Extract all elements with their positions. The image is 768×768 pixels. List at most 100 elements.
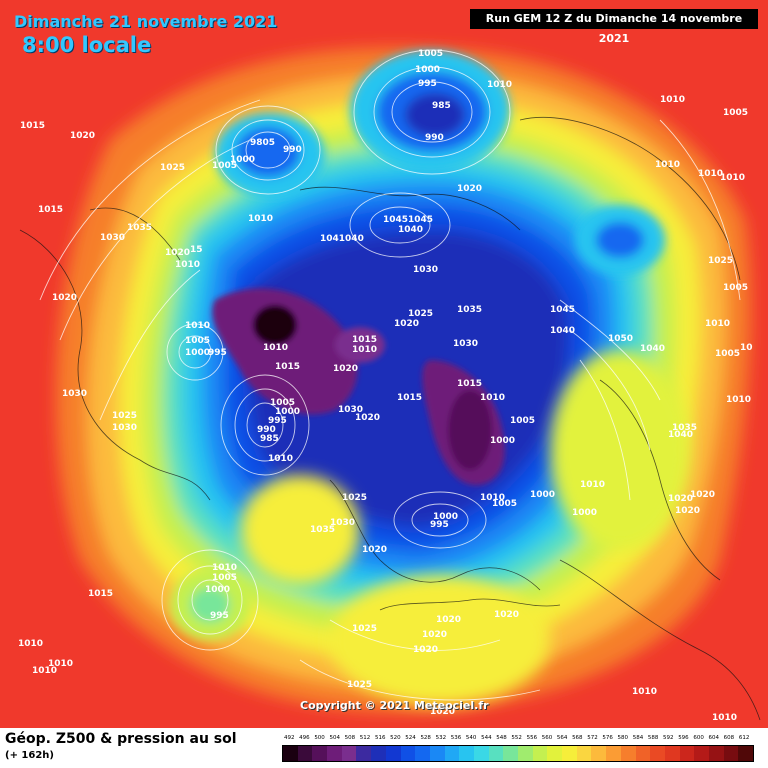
pressure-label: 1020 — [457, 184, 482, 194]
scale-swatch — [532, 746, 548, 761]
pressure-label: 1025 — [347, 680, 372, 690]
pressure-label: 1000 — [433, 512, 458, 522]
pressure-label: 1030 — [112, 423, 137, 433]
scale-tick-label: 612 — [738, 735, 750, 741]
pressure-label: 1000 — [415, 65, 440, 75]
scale-swatch — [283, 746, 298, 761]
pressure-label: 995 — [430, 520, 449, 530]
pressure-label: 1040 — [668, 430, 693, 440]
scale-swatch — [679, 746, 695, 761]
pressure-label: 1000 — [572, 508, 597, 518]
scale-swatch — [444, 746, 460, 761]
scale-tick-label: 544 — [481, 735, 492, 741]
pressure-label: 1005 — [510, 416, 535, 426]
scale-tick-label: 572 — [587, 735, 598, 741]
chart-title: Géop. Z500 & pression au sol — [5, 731, 237, 747]
scale-swatch — [312, 746, 328, 761]
pressure-label: 995 — [210, 611, 229, 621]
pressure-label: 1005 — [723, 108, 748, 118]
pressure-label: 1025 — [708, 256, 733, 266]
pressure-label: 1010 — [18, 639, 43, 649]
pressure-label: 1010 — [48, 659, 73, 669]
scale-tick-label: 600 — [693, 735, 704, 741]
scale-swatch — [400, 746, 416, 761]
scale-tick-label: 496 — [299, 735, 310, 741]
forecast-lead: (+ 162h) — [5, 750, 54, 761]
color-scale-ticks: 492 496 500 504 508 512 516 520 524 528 532 536 540 5… — [282, 735, 752, 745]
pressure-label: 1010 — [720, 173, 745, 183]
pressure-label: 1000 — [185, 348, 210, 358]
model-run-info: Run GEM 12 Z du Dimanche 14 novembre 202… — [470, 9, 758, 45]
scale-tick-label: 492 — [284, 735, 295, 741]
pressure-label: 985 — [432, 101, 451, 111]
scale-tick-label: 568 — [572, 735, 583, 741]
scale-swatch — [488, 746, 504, 761]
pressure-label: 1010 — [632, 687, 657, 697]
copyright-text: Copyright © 2021 Meteociel.fr — [300, 699, 489, 712]
pressure-label: 9805 — [250, 138, 275, 148]
pressure-label: 1020 — [355, 413, 380, 423]
pressure-label: 1020 — [52, 293, 77, 303]
pressure-label: 1015 — [38, 205, 63, 215]
scale-tick-label: 536 — [450, 735, 462, 741]
pressure-label: 1020 — [668, 494, 693, 504]
pressure-label: 1035 — [127, 223, 152, 233]
scale-swatch — [591, 746, 607, 761]
pressure-label: 1015 — [88, 589, 113, 599]
scale-tick-label: 580 — [617, 735, 629, 741]
pressure-label: 1010 — [175, 260, 200, 270]
pressure-label: 1000 — [205, 585, 230, 595]
pressure-label: 1010 — [268, 454, 293, 464]
pressure-label: 1010 — [487, 80, 512, 90]
scale-tick-label: 548 — [496, 735, 507, 741]
pressure-label: 1005 — [715, 349, 740, 359]
pressure-label: 1020 — [70, 131, 95, 141]
scale-swatch — [415, 746, 430, 761]
pressure-label: 1015 — [352, 335, 377, 345]
pressure-label: 1035 — [457, 305, 482, 315]
pressure-label: 1020 — [690, 490, 715, 500]
scale-swatch — [576, 746, 592, 761]
pressure-label: 995 — [208, 348, 227, 358]
pressure-label: 1015 — [457, 379, 482, 389]
coastlines — [19, 117, 761, 721]
pressure-label: 1020 — [436, 615, 461, 625]
pressure-label: 1035 — [310, 525, 335, 535]
scale-swatch — [327, 746, 342, 761]
pressure-label: 990 — [257, 425, 276, 435]
pressure-label: 1005 — [418, 49, 443, 59]
pressure-label: 1020 — [362, 545, 387, 555]
scale-tick-label: 504 — [329, 735, 340, 741]
pressure-label: 1005 — [270, 398, 295, 408]
scale-tick-label: 560 — [541, 735, 553, 741]
scale-tick-label: 500 — [314, 735, 325, 741]
scale-tick-label: 556 — [526, 735, 538, 741]
scale-tick-label: 564 — [556, 735, 568, 741]
scale-swatch — [473, 746, 489, 761]
scale-tick-label: 596 — [678, 735, 689, 741]
scale-tick-label: 524 — [405, 735, 416, 741]
scale-swatch — [738, 746, 753, 761]
scale-swatch — [459, 746, 474, 761]
pressure-label: 995 — [418, 79, 437, 89]
pressure-label: 1015 — [20, 121, 45, 131]
pressure-label: 1000 — [530, 490, 555, 500]
pressure-label: 990 — [283, 145, 302, 155]
pressure-label: 1005 — [212, 161, 237, 171]
pressure-label: 1045 — [383, 215, 408, 225]
pressure-label: 1030 — [62, 389, 87, 399]
pressure-label: 1020 — [675, 506, 700, 516]
pressure-label: 1020 — [333, 364, 358, 374]
map-panel: 1015 1020 1025 1015 1030 1035 1020 1020 15 1010 10… — [0, 0, 768, 728]
pressure-label: 1000 — [230, 155, 255, 165]
scale-tick-label: 608 — [723, 735, 735, 741]
pressure-label: 1025 — [352, 624, 377, 634]
pressure-label: 1041040 — [320, 234, 364, 244]
pressure-label: 1020 — [422, 630, 447, 640]
pressure-label: 1010 — [352, 345, 377, 355]
pressure-label: 1010 — [698, 169, 723, 179]
pressure-label: 1000 — [275, 407, 300, 417]
pressure-label: 985 — [260, 434, 279, 444]
